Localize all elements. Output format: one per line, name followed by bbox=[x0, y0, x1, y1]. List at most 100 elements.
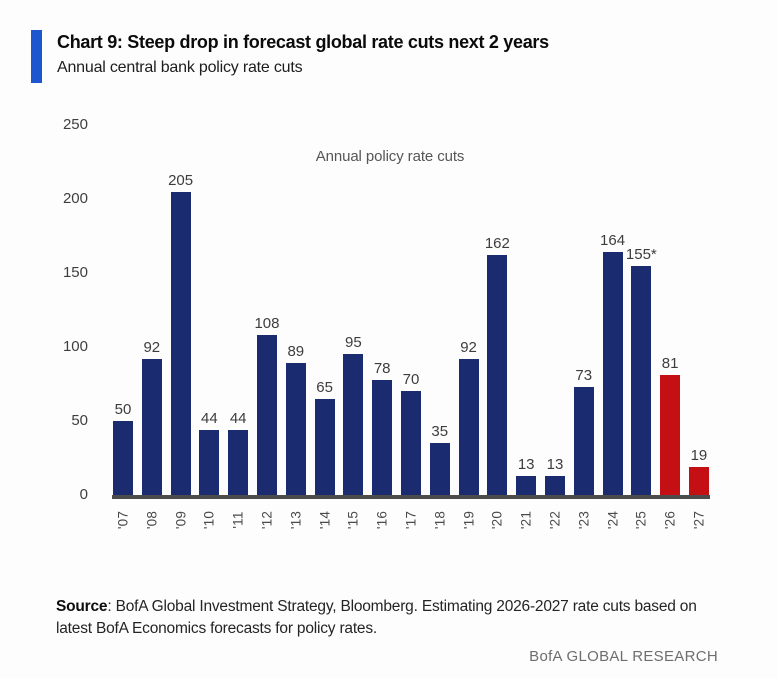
bar-column: 162 bbox=[485, 235, 510, 495]
bar-value-label: 44 bbox=[229, 410, 247, 427]
x-axis-label-text: '12 bbox=[259, 510, 275, 530]
x-axis-label-text: '19 bbox=[461, 510, 477, 530]
bar-value-label: 73 bbox=[575, 367, 593, 384]
bar-value-label: 65 bbox=[316, 379, 333, 396]
bar-column: 13 bbox=[544, 456, 566, 495]
bar bbox=[228, 430, 249, 495]
bar bbox=[544, 476, 565, 495]
bar bbox=[285, 363, 306, 495]
bar bbox=[141, 359, 162, 495]
x-axis-label-text: '15 bbox=[345, 510, 361, 530]
bar bbox=[256, 335, 277, 495]
bar-value-label: 92 bbox=[143, 339, 161, 356]
x-axis-label: '13 bbox=[285, 502, 307, 538]
bar-value-label: 44 bbox=[201, 410, 218, 427]
x-axis-label-text: '24 bbox=[605, 510, 621, 530]
bar-column: 92 bbox=[141, 339, 163, 495]
brand-label: BofA GLOBAL RESEARCH bbox=[529, 648, 718, 665]
x-axis-label: '26 bbox=[659, 502, 681, 538]
bar-column: 73 bbox=[573, 367, 595, 495]
x-axis-label: '18 bbox=[429, 502, 451, 538]
bar-column: 50 bbox=[112, 401, 134, 495]
x-axis-label-text: '17 bbox=[403, 510, 419, 530]
bar bbox=[688, 467, 709, 495]
x-axis-label: '08 bbox=[141, 502, 163, 538]
source-text-line2: latest BofA Economics forecasts for poli… bbox=[56, 620, 378, 637]
bar bbox=[429, 443, 450, 495]
bar-value-label: 13 bbox=[517, 456, 535, 473]
bar-column: 44 bbox=[198, 410, 220, 495]
x-axis-label: '21 bbox=[515, 502, 537, 538]
chart-annotation: Annual policy rate cuts bbox=[315, 148, 465, 165]
y-axis: 250 200 150 100 50 0 bbox=[38, 116, 88, 503]
bar-value-label: 50 bbox=[114, 401, 132, 418]
bar-series: 50 92 205 44 44 108 89 65 95 78 70 35 92 162 13 13 73 164… bbox=[112, 125, 710, 499]
bar-column: 78 bbox=[371, 360, 393, 495]
bar-column: 35 bbox=[429, 423, 451, 495]
x-axis-label-text: '07 bbox=[115, 510, 131, 530]
x-axis-label-text: '25 bbox=[633, 510, 649, 530]
x-axis-label-text: '21 bbox=[518, 510, 534, 530]
bar-column: 155* bbox=[626, 246, 657, 495]
x-axis-label: '19 bbox=[458, 502, 480, 538]
bar-value-label: 155* bbox=[625, 246, 657, 263]
bar-value-label: 35 bbox=[431, 423, 449, 440]
chart-header: Chart 9: Steep drop in forecast global r… bbox=[31, 30, 549, 83]
x-axis-label: '12 bbox=[256, 502, 278, 538]
bar-value-label: 78 bbox=[373, 360, 391, 377]
x-axis-label-text: '26 bbox=[662, 510, 678, 530]
y-tick-label: 150 bbox=[62, 264, 88, 281]
y-tick-label: 0 bbox=[79, 486, 88, 503]
x-axis-label: '24 bbox=[602, 502, 624, 538]
bar-column: 65 bbox=[314, 379, 336, 495]
x-axis-label: '22 bbox=[544, 502, 566, 538]
chart-titles: Chart 9: Steep drop in forecast global r… bbox=[57, 30, 549, 83]
chart-title: Chart 9: Steep drop in forecast global r… bbox=[57, 32, 549, 52]
y-tick-label: 50 bbox=[71, 412, 88, 429]
x-axis-label-text: '22 bbox=[547, 510, 563, 530]
x-axis-label: '16 bbox=[371, 502, 393, 538]
y-tick-label: 100 bbox=[62, 338, 88, 355]
chart-subtitle: Annual central bank policy rate cuts bbox=[57, 59, 303, 76]
x-axis-label: '23 bbox=[573, 502, 595, 538]
y-tick-label: 250 bbox=[62, 116, 88, 133]
bar-value-label: 81 bbox=[661, 355, 679, 372]
x-axis-label: '09 bbox=[170, 502, 192, 538]
x-axis-label: '25 bbox=[630, 502, 652, 538]
x-axis-label-text: '08 bbox=[144, 510, 160, 530]
bar bbox=[573, 387, 594, 495]
bar-value-label: 92 bbox=[460, 339, 477, 356]
bar bbox=[343, 354, 364, 495]
bar bbox=[602, 252, 623, 495]
bar-value-label: 89 bbox=[287, 343, 305, 360]
x-axis-label-text: '10 bbox=[201, 510, 217, 530]
bar bbox=[516, 476, 537, 495]
accent-bar bbox=[31, 30, 42, 83]
x-axis-label: '11 bbox=[227, 502, 249, 538]
bar bbox=[170, 192, 191, 495]
source-label: Source bbox=[56, 598, 108, 615]
bar-value-label: 205 bbox=[168, 172, 194, 189]
bar-column: 92 bbox=[458, 339, 480, 495]
x-axis-label-text: '18 bbox=[432, 510, 448, 530]
x-axis-label-text: '09 bbox=[173, 510, 189, 530]
source-note: Source: BofA Global Investment Strategy,… bbox=[56, 596, 724, 640]
plot-area: 50 92 205 44 44 108 89 65 95 78 70 35 92 162 13 13 73 164… bbox=[112, 125, 710, 499]
source-text: Source: BofA Global Investment Strategy,… bbox=[56, 598, 697, 615]
bar-value-label: 13 bbox=[546, 456, 564, 473]
bar-column: 19 bbox=[688, 447, 710, 495]
x-axis-label-text: '27 bbox=[691, 510, 707, 530]
bar bbox=[400, 391, 421, 495]
bar-column: 70 bbox=[400, 371, 422, 495]
bar bbox=[314, 399, 335, 495]
x-axis: '07 '08 '09 '10 '11 '12 '13 '14 '15 '16 '17 '18 '19 '… bbox=[112, 502, 710, 538]
bar-value-label: 70 bbox=[402, 371, 420, 388]
x-axis-label: '14 bbox=[314, 502, 336, 538]
bar-column: 164 bbox=[600, 232, 625, 495]
bar bbox=[631, 266, 652, 495]
bar-column: 44 bbox=[227, 410, 249, 495]
bar bbox=[372, 380, 393, 495]
bar-value-label: 108 bbox=[254, 315, 280, 332]
bar-value-label: 95 bbox=[345, 334, 362, 351]
